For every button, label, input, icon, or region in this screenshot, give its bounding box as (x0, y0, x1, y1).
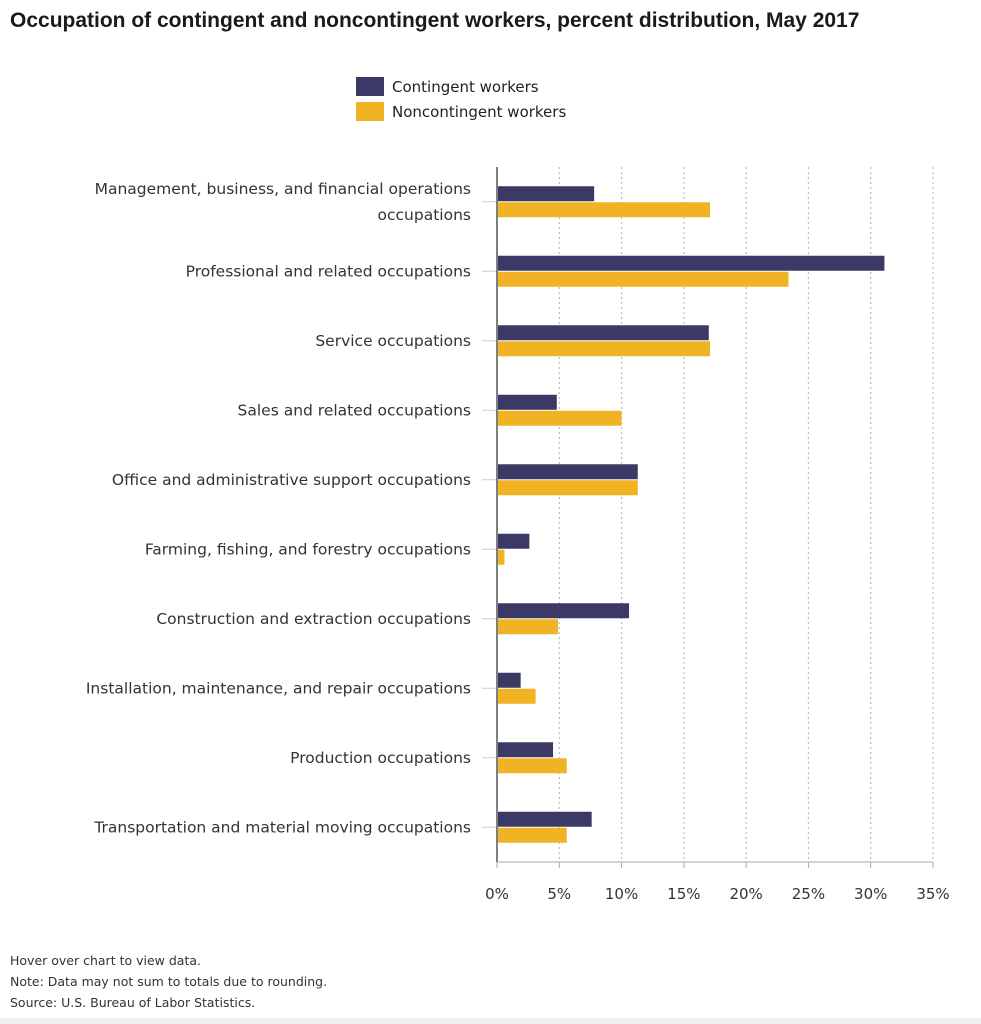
category-label-8: Production occupations (290, 749, 471, 767)
category-label-9: Transportation and material moving occup… (93, 818, 471, 836)
chart-notes: Hover over chart to view data. Note: Dat… (10, 950, 327, 1013)
x-tick-label-5: 5% (547, 885, 571, 903)
bar-noncontingent-7[interactable] (498, 688, 536, 704)
bar-contingent-1[interactable] (498, 255, 885, 271)
bar-noncontingent-8[interactable] (498, 758, 567, 774)
legend-item-contingent[interactable]: Contingent workers (356, 74, 566, 99)
bar-noncontingent-4[interactable] (498, 480, 638, 496)
bar-contingent-0[interactable] (498, 186, 595, 202)
bar-noncontingent-0[interactable] (498, 202, 711, 218)
category-label-4: Office and administrative support occupa… (112, 471, 471, 489)
bar-contingent-9[interactable] (498, 811, 592, 827)
chart-title: Occupation of contingent and noncontinge… (10, 9, 860, 32)
legend-item-noncontingent[interactable]: Noncontingent workers (356, 99, 566, 124)
bar-chart[interactable]: Management, business, and financial oper… (0, 0, 981, 930)
bar-noncontingent-5[interactable] (498, 549, 505, 565)
category-label-5: Farming, fishing, and forestry occupatio… (145, 540, 471, 558)
legend-label-noncontingent: Noncontingent workers (392, 102, 567, 121)
bars (498, 186, 885, 843)
legend-swatch-noncontingent (356, 102, 384, 121)
bar-contingent-7[interactable] (498, 672, 521, 688)
category-label-0-line1: occupations (378, 206, 471, 224)
source-note: Source: U.S. Bureau of Labor Statistics. (10, 995, 256, 1010)
x-tick-label-25: 25% (792, 885, 825, 903)
category-labels: Management, business, and financial oper… (86, 180, 471, 837)
category-label-2: Service occupations (315, 332, 471, 350)
hover-note: Hover over chart to view data. (10, 953, 201, 968)
bar-contingent-5[interactable] (498, 533, 530, 549)
x-tick-label-35: 35% (916, 885, 949, 903)
x-tick-label-15: 15% (667, 885, 700, 903)
bar-contingent-2[interactable] (498, 325, 709, 341)
legend-swatch-contingent (356, 77, 384, 96)
category-label-7: Installation, maintenance, and repair oc… (86, 679, 471, 697)
legend-label-contingent: Contingent workers (392, 77, 539, 96)
bar-noncontingent-2[interactable] (498, 341, 711, 357)
x-tick-label-0: 0% (485, 885, 509, 903)
x-tick-label-30: 30% (854, 885, 887, 903)
category-label-0-line0: Management, business, and financial oper… (95, 180, 471, 198)
bar-contingent-6[interactable] (498, 603, 630, 619)
bar-noncontingent-1[interactable] (498, 271, 789, 287)
category-label-1: Professional and related occupations (186, 262, 471, 280)
bar-contingent-8[interactable] (498, 742, 554, 758)
x-tick-label-10: 10% (605, 885, 638, 903)
bar-contingent-4[interactable] (498, 464, 638, 480)
rounding-note: Note: Data may not sum to totals due to … (10, 974, 328, 989)
x-tick-label-20: 20% (729, 885, 762, 903)
bar-contingent-3[interactable] (498, 394, 557, 410)
category-label-6: Construction and extraction occupations (156, 610, 471, 628)
bar-noncontingent-9[interactable] (498, 827, 567, 843)
page-footer-bar (0, 1018, 981, 1024)
bar-noncontingent-6[interactable] (498, 619, 559, 635)
legend: Contingent workers Noncontingent workers (356, 74, 566, 124)
grid-lines (558, 167, 934, 862)
bar-noncontingent-3[interactable] (498, 410, 622, 426)
x-tick-labels: 0% 5% 10% 15% 20% 25% 30% 35% (485, 885, 950, 903)
axes (482, 167, 934, 868)
category-label-3: Sales and related occupations (238, 401, 471, 419)
